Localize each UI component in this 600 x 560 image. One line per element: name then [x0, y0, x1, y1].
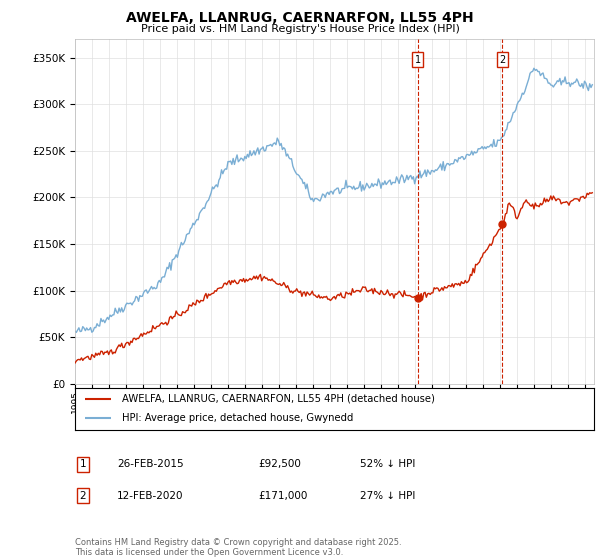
Text: HPI: Average price, detached house, Gwynedd: HPI: Average price, detached house, Gwyn… — [122, 413, 353, 423]
Text: 1: 1 — [79, 459, 86, 469]
Text: Contains HM Land Registry data © Crown copyright and database right 2025.
This d: Contains HM Land Registry data © Crown c… — [75, 538, 401, 557]
Text: 12-FEB-2020: 12-FEB-2020 — [117, 491, 184, 501]
Text: AWELFA, LLANRUG, CAERNARFON, LL55 4PH: AWELFA, LLANRUG, CAERNARFON, LL55 4PH — [126, 11, 474, 25]
Text: 2: 2 — [499, 55, 506, 64]
Text: £171,000: £171,000 — [258, 491, 307, 501]
Text: 26-FEB-2015: 26-FEB-2015 — [117, 459, 184, 469]
Text: 27% ↓ HPI: 27% ↓ HPI — [360, 491, 415, 501]
Text: 2: 2 — [79, 491, 86, 501]
Text: 52% ↓ HPI: 52% ↓ HPI — [360, 459, 415, 469]
Text: 1: 1 — [415, 55, 421, 64]
Text: AWELFA, LLANRUG, CAERNARFON, LL55 4PH (detached house): AWELFA, LLANRUG, CAERNARFON, LL55 4PH (d… — [122, 394, 434, 404]
Text: £92,500: £92,500 — [258, 459, 301, 469]
Text: Price paid vs. HM Land Registry's House Price Index (HPI): Price paid vs. HM Land Registry's House … — [140, 24, 460, 34]
